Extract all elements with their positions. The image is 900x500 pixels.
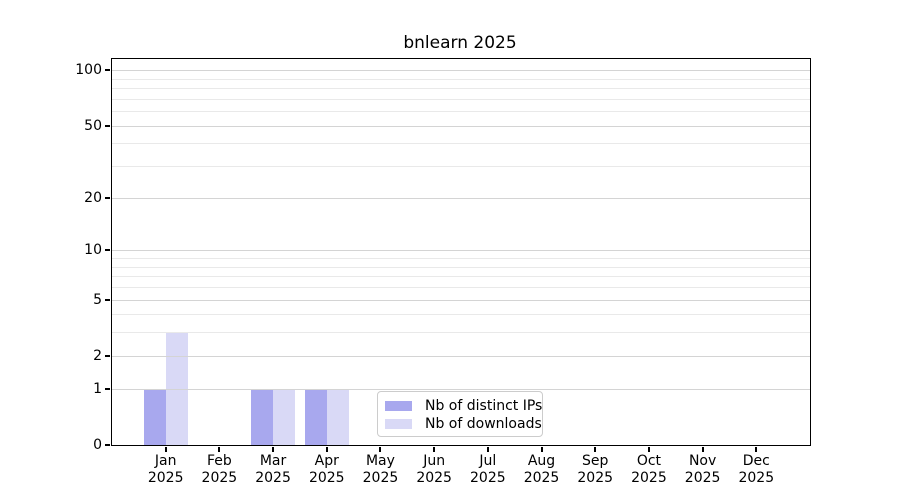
x-tick-label-mar: Mar 2025	[255, 453, 291, 486]
x-tick-label-feb: Feb 2025	[201, 453, 238, 486]
x-tick-jan	[164, 447, 167, 452]
x-tick-label-jan: Jan 2025	[147, 453, 184, 486]
x-tick-label-nov: Nov 2025	[684, 453, 721, 486]
legend-item-distinct-ips: Nb of distinct IPs	[385, 397, 542, 415]
gridline-major-100	[112, 70, 810, 72]
gridline-minor-7	[112, 276, 810, 278]
x-tick-label-dec: Dec 2025	[738, 453, 775, 486]
gridline-minor-4	[112, 314, 810, 316]
y-tick-50	[105, 124, 110, 127]
gridline-minor-3	[112, 332, 810, 334]
gridline-major-1	[112, 388, 810, 390]
gridline-major-2	[112, 355, 810, 357]
x-tick-nov	[701, 447, 704, 452]
x-tick-may	[379, 447, 382, 452]
x-tick-mar	[272, 447, 275, 452]
legend-swatch-distinct-ips	[385, 401, 412, 411]
gridline-minor-90	[112, 78, 810, 80]
y-tick-5	[105, 298, 110, 301]
y-tick-0	[105, 444, 110, 446]
x-tick-label-aug: Aug 2025	[523, 453, 560, 486]
bar-mar-distinct-ips	[251, 388, 274, 445]
bar-mar-downloads	[273, 388, 296, 445]
gridline-major-10	[112, 250, 810, 252]
x-tick-label-jul: Jul 2025	[470, 453, 506, 486]
gridline-minor-9	[112, 258, 810, 260]
x-tick-jul	[486, 447, 489, 452]
x-tick-apr	[325, 447, 328, 452]
chart-title: bnlearn 2025	[403, 33, 517, 53]
gridline-major-5	[112, 299, 810, 301]
y-tick-100	[105, 69, 110, 72]
y-tick-2	[105, 354, 110, 357]
y-tick-label-50: 50	[84, 117, 102, 134]
gridline-minor-6	[112, 286, 810, 288]
legend-swatch-downloads	[385, 419, 412, 429]
gridline-major-50	[112, 125, 810, 127]
gridline-minor-80	[112, 88, 810, 90]
y-tick-label-10: 10	[84, 242, 102, 259]
x-tick-label-may: May 2025	[362, 453, 399, 486]
x-tick-label-sep: Sep 2025	[577, 453, 614, 486]
y-tick-label-5: 5	[93, 291, 102, 308]
y-tick-10	[105, 249, 110, 252]
legend-label-downloads: Nb of downloads	[425, 416, 542, 432]
y-tick-label-100: 100	[75, 62, 102, 79]
gridline-minor-8	[112, 266, 810, 268]
gridline-minor-30	[112, 166, 810, 168]
legend-item-downloads: Nb of downloads	[385, 415, 542, 433]
bar-jan-distinct-ips	[143, 388, 166, 445]
bar-apr-downloads	[326, 388, 349, 445]
bar-apr-distinct-ips	[304, 388, 327, 445]
gridline-minor-60	[112, 111, 810, 113]
x-tick-oct	[647, 447, 650, 452]
x-tick-label-jun: Jun 2025	[416, 453, 452, 486]
y-tick-label-2: 2	[93, 347, 102, 364]
y-tick-label-0: 0	[93, 437, 102, 453]
x-tick-aug	[540, 447, 543, 452]
x-tick-label-apr: Apr 2025	[308, 453, 345, 486]
gridline-major-20	[112, 197, 810, 199]
y-tick-label-20: 20	[84, 189, 102, 206]
y-tick-20	[105, 196, 110, 199]
legend-label-distinct-ips: Nb of distinct IPs	[425, 398, 543, 414]
x-tick-sep	[594, 447, 597, 452]
x-tick-dec	[755, 447, 758, 452]
y-tick-label-1: 1	[93, 380, 102, 397]
gridline-minor-40	[112, 143, 810, 145]
y-tick-1	[105, 387, 110, 390]
x-tick-feb	[218, 447, 221, 452]
plot-area: 0 1 2 5 10 20 50 100 Jan 2025 Feb 2025 Mar 2025 Apr…	[75, 58, 811, 486]
x-tick-label-oct: Oct 2025	[631, 453, 667, 486]
x-tick-jun	[433, 447, 436, 452]
legend: Nb of distinct IPs Nb of downloads	[377, 391, 543, 437]
gridline-minor-70	[112, 98, 810, 100]
